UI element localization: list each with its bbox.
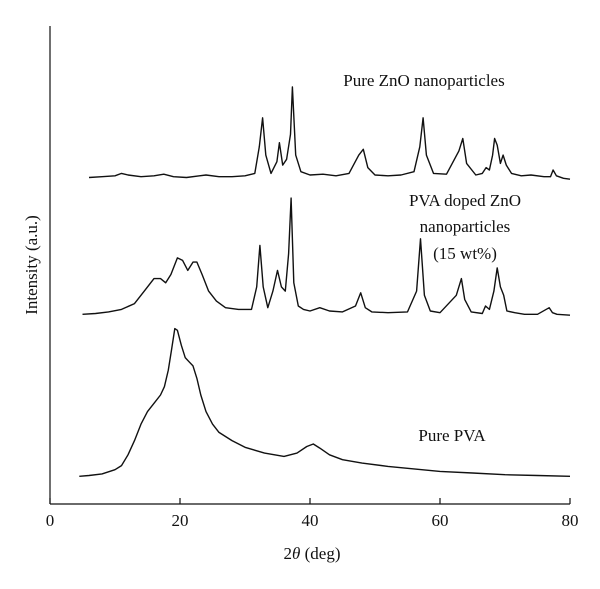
x-tick-label-60: 60 (432, 511, 449, 530)
x-tick-labels: 0 20 40 60 80 (46, 511, 579, 530)
x-tick-label-40: 40 (302, 511, 319, 530)
x-axis-title-theta: θ (292, 544, 300, 563)
annotation-pva-doped-line2: nanoparticles (420, 217, 511, 236)
x-axis-title-suffix: (deg) (300, 544, 340, 563)
annotation-pure-zno: Pure ZnO nanoparticles (343, 71, 504, 90)
series-line-pva-doped-zno (82, 197, 571, 316)
x-tick-label-0: 0 (46, 511, 55, 530)
x-axis-title-prefix: 2 (284, 544, 293, 563)
x-tick-label-20: 20 (172, 511, 189, 530)
series-line-pure-zno (88, 86, 571, 180)
annotation-pva-doped-line3: (15 wt%) (433, 244, 497, 263)
annotation-pure-pva: Pure PVA (418, 426, 486, 445)
series-line-pure-pva (79, 327, 571, 477)
x-axis-title: 2θ (deg) (284, 544, 341, 563)
y-axis-title: Intensity (a.u.) (22, 215, 41, 315)
x-tick-label-80: 80 (562, 511, 579, 530)
x-tick-marks (49, 498, 571, 504)
annotation-pva-doped-line1: PVA doped ZnO (409, 191, 521, 210)
